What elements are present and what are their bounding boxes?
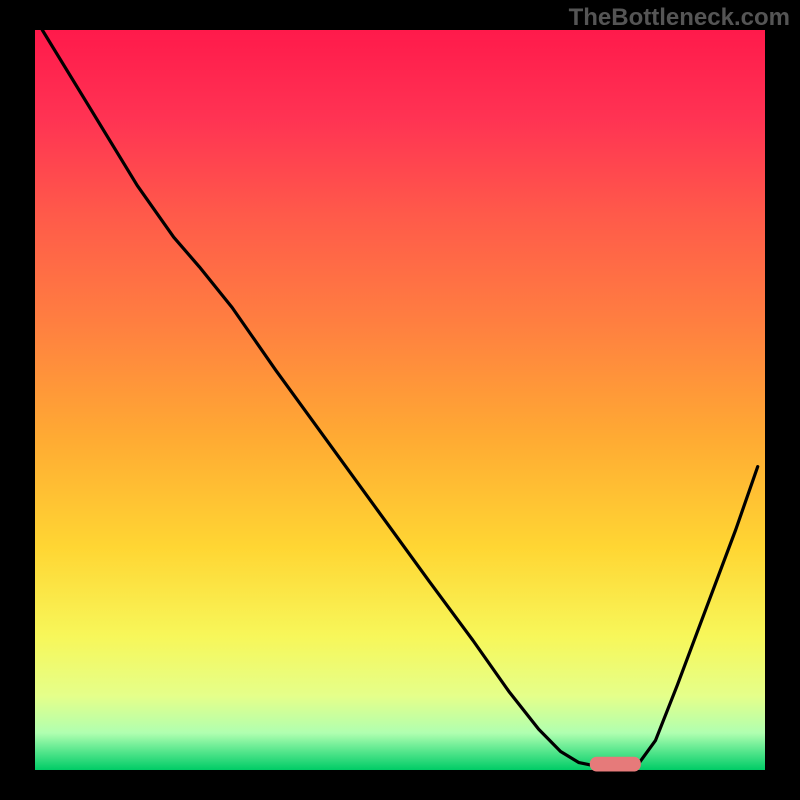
optimum-marker — [590, 757, 641, 772]
watermark-text: TheBottleneck.com — [569, 4, 790, 32]
chart-container: TheBottleneck.com — [0, 0, 800, 800]
plot-background — [35, 30, 765, 770]
chart-svg — [0, 0, 800, 800]
